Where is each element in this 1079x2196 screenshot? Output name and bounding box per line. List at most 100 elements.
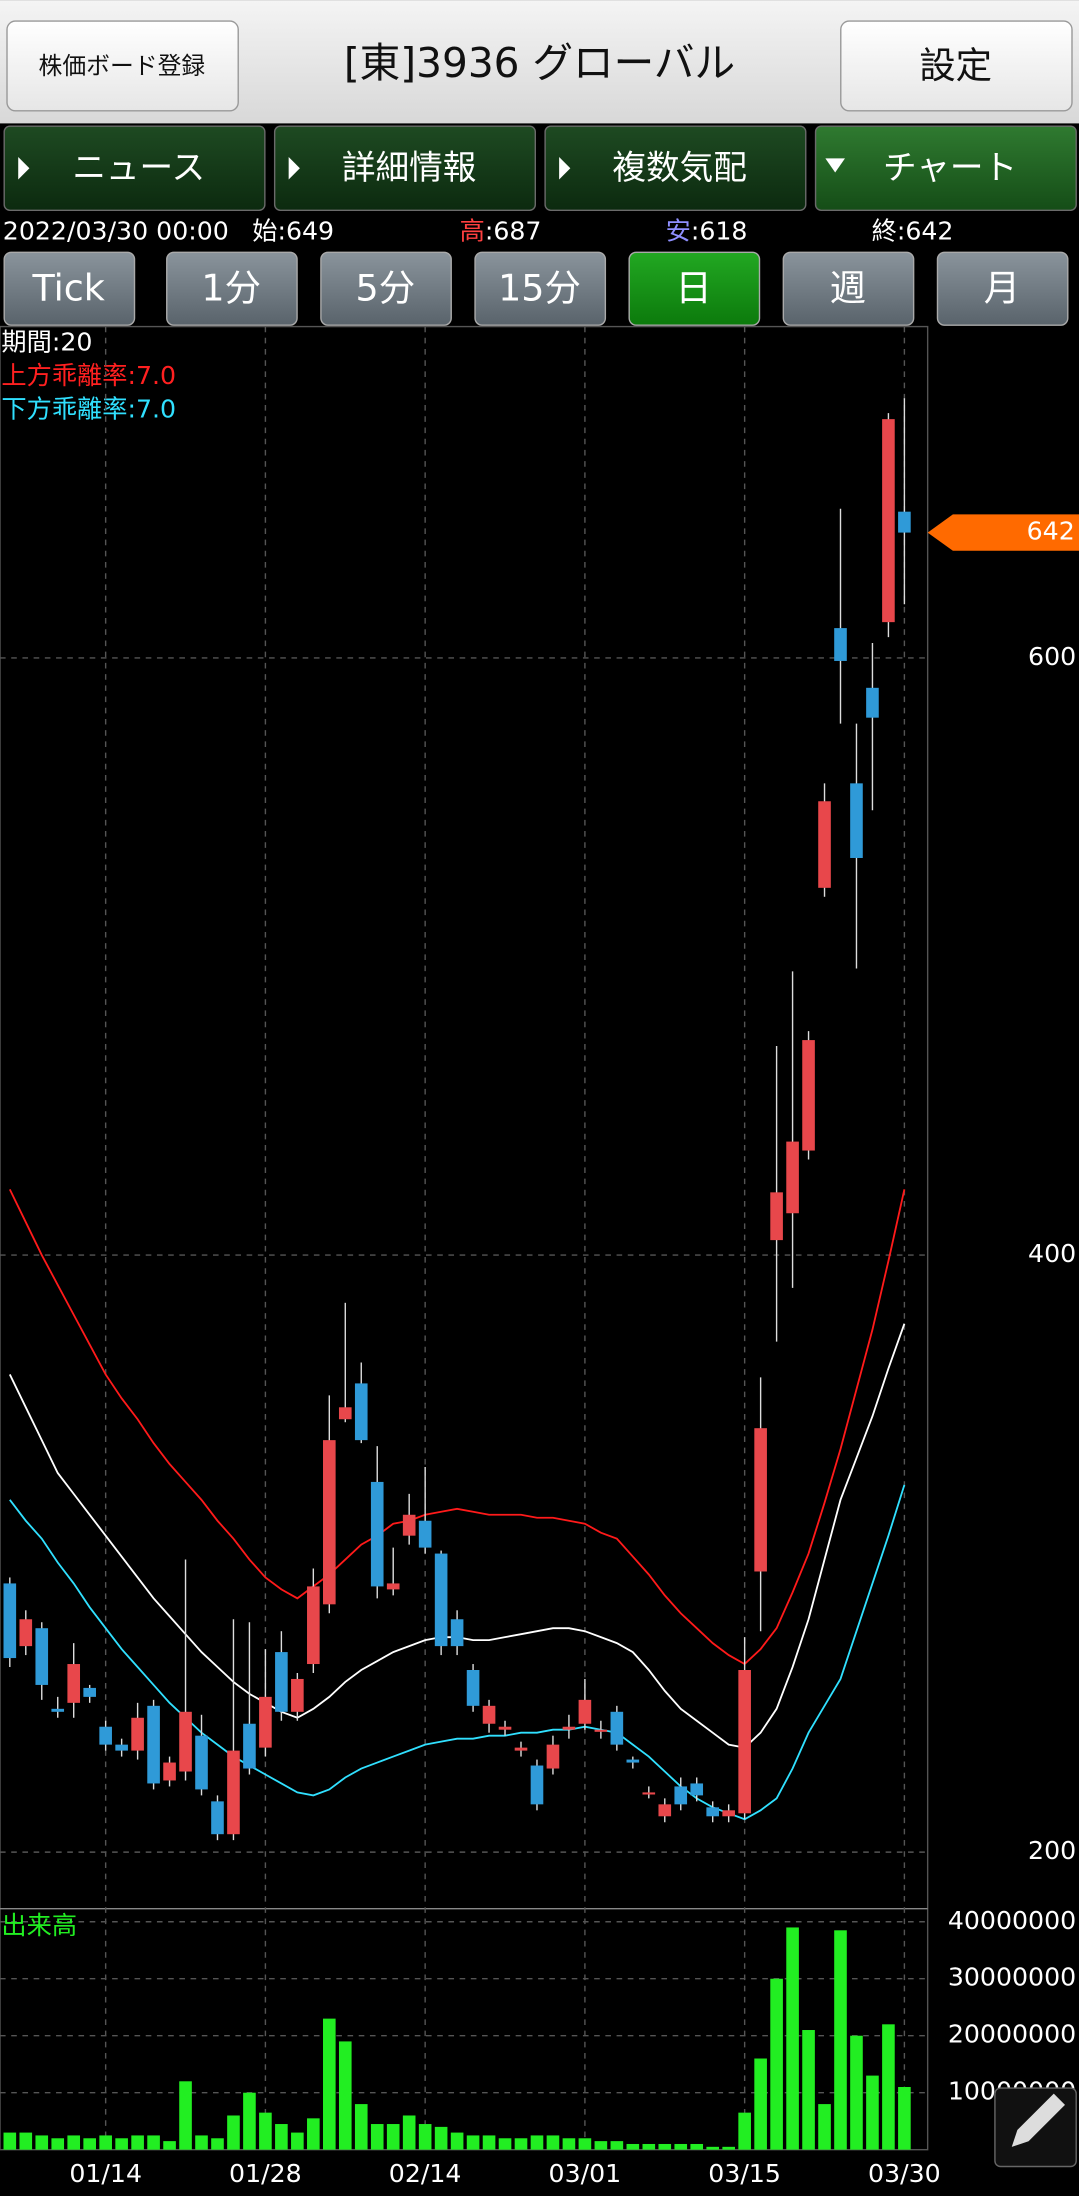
tab-button[interactable] — [814, 125, 1077, 211]
interval-button[interactable] — [782, 251, 915, 326]
pencil-shape[interactable] — [1011, 2093, 1065, 2147]
volume-bar — [211, 2138, 224, 2150]
volume-bar — [690, 2143, 704, 2150]
interval-label[interactable]: Tick — [31, 267, 104, 310]
tab-button[interactable] — [3, 125, 266, 211]
quote-separator: : — [897, 217, 906, 246]
tab-label[interactable]: ニュース — [72, 148, 205, 187]
register-button[interactable] — [6, 20, 239, 112]
quote-item: 始:649 — [252, 217, 334, 246]
volume-bar — [434, 2126, 448, 2150]
volume-bar — [530, 2135, 544, 2150]
volume-bar — [370, 2124, 384, 2150]
band-line — [8, 1188, 906, 1666]
candle-body — [514, 1747, 528, 1751]
settings-button[interactable] — [840, 20, 1073, 112]
quote-label: 高 — [460, 217, 485, 246]
volume-bar — [307, 2118, 320, 2150]
volume-bar — [514, 2138, 528, 2150]
volume-bar — [243, 2092, 256, 2150]
volume-bar — [594, 2141, 608, 2150]
volume-title: 出来高 — [1, 1911, 77, 1940]
tab-label[interactable]: 複数気配 — [612, 148, 747, 187]
interval-button[interactable] — [474, 251, 607, 326]
interval-button[interactable] — [320, 251, 452, 326]
volume-bar — [163, 2141, 176, 2150]
candle-body — [3, 1583, 17, 1659]
volume-bar — [498, 2138, 512, 2150]
volume-bar — [51, 2138, 65, 2150]
volume-bar — [418, 2124, 432, 2150]
tab-button[interactable] — [544, 125, 807, 211]
candle-body — [418, 1520, 432, 1548]
volume-bar — [147, 2135, 160, 2150]
candle-body — [658, 1804, 672, 1817]
candle-body — [802, 1040, 815, 1151]
candle-body — [402, 1514, 416, 1536]
interval-label[interactable]: 1分 — [201, 267, 261, 310]
pencil-icon[interactable] — [994, 2087, 1077, 2168]
x-tick-label: 02/14 — [389, 2159, 462, 2188]
tab-arrow[interactable] — [559, 157, 571, 180]
volume-bar — [562, 2138, 576, 2150]
volume-bar — [658, 2143, 672, 2150]
volume-bar — [866, 2075, 879, 2150]
tab-arrow[interactable] — [288, 157, 300, 180]
interval-label[interactable]: 月 — [984, 267, 1020, 310]
candle-body — [722, 1810, 735, 1817]
quote-label: 安 — [666, 217, 691, 246]
interval-button[interactable] — [166, 251, 298, 326]
quote-datetime: 2022/03/30 00:00 — [3, 217, 229, 246]
tab-arrow[interactable] — [825, 158, 845, 173]
candle-body — [35, 1628, 49, 1685]
volume-bar — [83, 2138, 96, 2150]
candle-body — [99, 1726, 112, 1745]
candle-body — [307, 1586, 320, 1665]
quote-item: 安:618 — [666, 217, 748, 246]
volume-bar — [35, 2135, 49, 2150]
candle-body — [754, 1428, 767, 1572]
quote-value: 687 — [493, 217, 541, 246]
candle-body — [642, 1792, 656, 1795]
interval-button[interactable] — [936, 251, 1069, 326]
tab-button[interactable] — [273, 125, 536, 211]
x-tick-label: 03/01 — [549, 2159, 622, 2188]
register-button-label[interactable]: 株価ボード登録 — [39, 52, 206, 80]
interval-button[interactable] — [3, 251, 136, 326]
volume-tick-label: 40000000 — [948, 1906, 1076, 1935]
volume-bar — [450, 2132, 464, 2150]
candle-body — [738, 1670, 751, 1814]
y-tick-label: 600 — [1028, 642, 1076, 671]
plot-frame — [0, 325, 929, 2151]
tab-label[interactable]: 詳細情報 — [342, 148, 477, 187]
candle-body — [195, 1735, 208, 1790]
volume-bar — [291, 2132, 304, 2150]
volume-bar — [610, 2141, 624, 2150]
candle-body — [578, 1699, 592, 1724]
volume-bar — [3, 2132, 17, 2150]
volume-bar — [67, 2135, 81, 2150]
volume-bar — [19, 2132, 33, 2150]
x-tick-label: 01/28 — [229, 2159, 302, 2188]
interval-button[interactable] — [628, 251, 761, 326]
settings-button-label[interactable]: 設定 — [919, 44, 992, 87]
candle-body — [211, 1801, 224, 1835]
interval-label[interactable]: 週 — [830, 267, 866, 310]
last-price-label: 642 — [1027, 517, 1075, 546]
interval-label[interactable]: 日 — [675, 267, 711, 310]
volume-bar — [722, 2146, 735, 2150]
volume-bar — [834, 1930, 847, 2150]
candle-body — [51, 1708, 65, 1712]
candle-body — [850, 783, 863, 858]
interval-label[interactable]: 15分 — [498, 267, 581, 310]
volume-bar — [626, 2143, 640, 2150]
volume-bar — [402, 2115, 416, 2150]
candle-body — [434, 1553, 448, 1647]
interval-label[interactable]: 5分 — [356, 267, 416, 310]
tab-label[interactable]: チャート — [883, 148, 1017, 187]
candle-body — [866, 687, 879, 718]
volume-tick-label: 30000000 — [948, 1963, 1076, 1992]
tab-arrow[interactable] — [18, 157, 30, 180]
